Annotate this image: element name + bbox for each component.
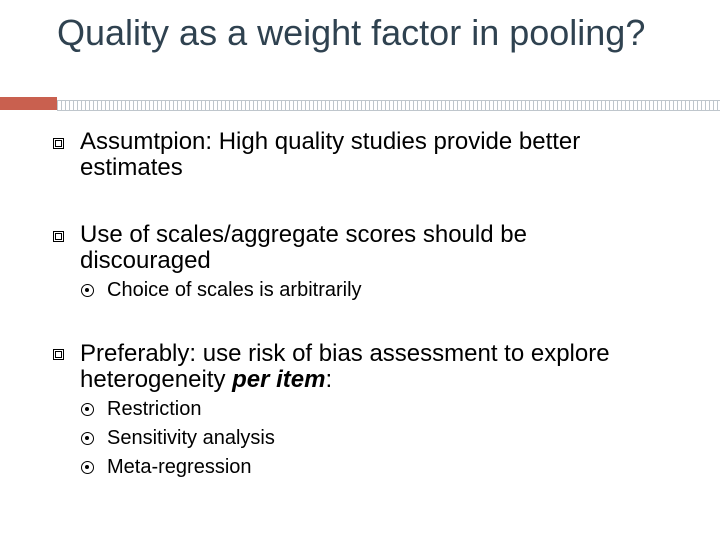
sub-item: Sensitivity analysis bbox=[107, 427, 275, 449]
circle-bullet-icon bbox=[81, 432, 94, 445]
circle-bullet-icon bbox=[81, 403, 94, 416]
bullet-1: Assumtpion: High quality studies provide… bbox=[80, 128, 581, 181]
title-accent-bar bbox=[0, 97, 57, 110]
bullet-3: Preferably: use risk of bias assessment … bbox=[80, 341, 700, 393]
bullet-3-colon: : bbox=[325, 366, 333, 393]
title-rule bbox=[57, 100, 720, 111]
sub-item: Choice of scales is arbitrarily bbox=[107, 279, 362, 301]
square-bullet-icon bbox=[53, 231, 64, 242]
square-bullet-icon bbox=[53, 138, 64, 149]
square-bullet-icon bbox=[53, 349, 64, 360]
sub-item: Restriction bbox=[107, 398, 202, 420]
circle-bullet-icon bbox=[81, 461, 94, 474]
slide-title: Quality as a weight factor in pooling? bbox=[57, 12, 646, 53]
bullet-3-emphasis: per item bbox=[232, 366, 326, 393]
circle-bullet-icon bbox=[81, 284, 94, 297]
bullet-2: Use of scales/aggregate scores should be… bbox=[80, 221, 527, 274]
bullet-3-text: Preferably: use risk of bias assessment … bbox=[80, 340, 610, 393]
sub-item: Meta-regression bbox=[107, 456, 252, 478]
